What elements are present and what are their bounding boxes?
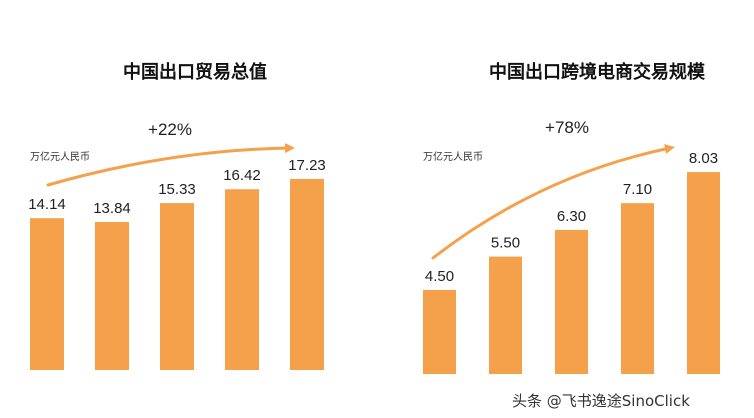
bar-right-4 — [621, 203, 654, 374]
bar-left-2 — [95, 222, 129, 370]
value-label-right-1: 4.50 — [425, 268, 454, 285]
left-unit-label: 万亿元人民币 — [30, 150, 90, 163]
right-unit-label: 万亿元人民币 — [423, 150, 483, 163]
watermark: 头条 @飞书逸途SinoClick — [505, 380, 754, 418]
value-label-left-4: 16.42 — [223, 167, 261, 184]
left-growth-label: +22% — [148, 120, 192, 139]
value-label-left-2: 13.84 — [93, 200, 131, 217]
left-chart-bars: 14.14 13.84 15.33 16.42 17.23 — [28, 157, 326, 370]
bar-right-2 — [489, 256, 522, 374]
bar-right-3 — [555, 229, 588, 374]
value-label-left-5: 17.23 — [288, 157, 326, 174]
bar-right-5 — [687, 172, 720, 374]
right-chart-bars: 4.50 5.50 6.30 7.10 8.03 — [423, 150, 720, 374]
left-chart-title: 中国出口贸易总值 — [123, 61, 267, 83]
bar-left-4 — [225, 189, 259, 370]
right-chart-title: 中国出口跨境电商交易规模 — [489, 61, 706, 83]
bar-left-5 — [290, 178, 324, 370]
value-label-left-3: 15.33 — [158, 181, 196, 198]
bar-left-3 — [160, 203, 194, 370]
watermark-text: 头条 @飞书逸途SinoClick — [512, 392, 690, 410]
value-label-right-4: 7.10 — [623, 181, 652, 198]
value-label-right-2: 5.50 — [491, 235, 520, 252]
right-growth-label: +78% — [545, 118, 589, 137]
right-growth-arrow — [431, 144, 675, 260]
value-label-right-5: 8.03 — [689, 150, 718, 167]
value-label-right-3: 6.30 — [557, 208, 586, 225]
value-label-left-1: 14.14 — [28, 196, 66, 213]
bar-right-1 — [423, 290, 456, 374]
left-growth-arrow — [46, 143, 295, 187]
bar-left-1 — [30, 218, 64, 370]
watermark-backdrop — [505, 380, 754, 418]
